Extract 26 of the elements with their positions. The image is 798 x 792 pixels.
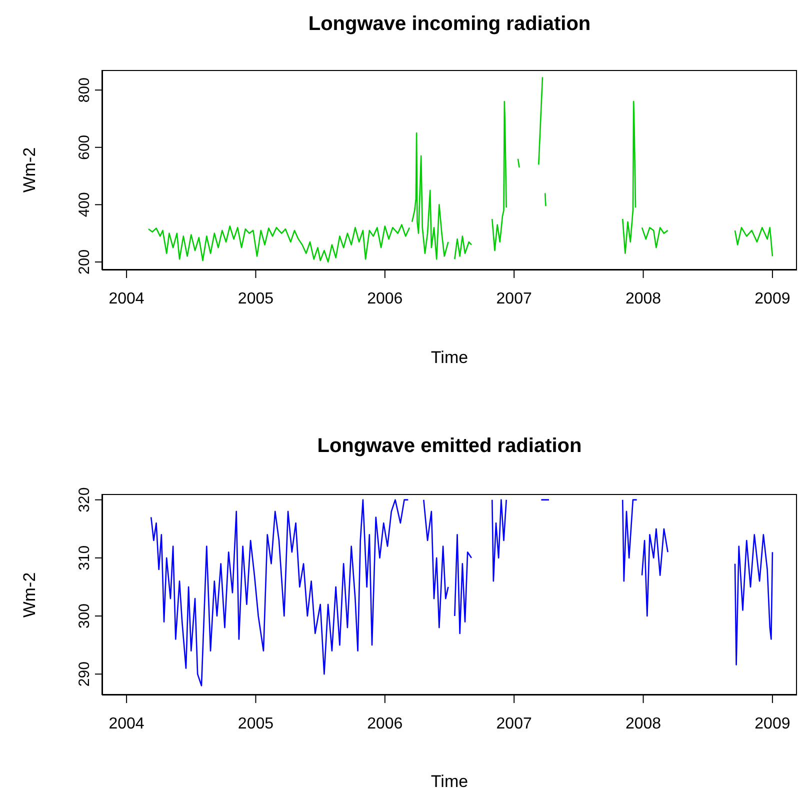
x-tick-label: 2007 <box>496 715 532 732</box>
x-axis-title: Time <box>430 772 470 792</box>
y-tick-label: 400 <box>76 192 93 218</box>
y-tick-label: 290 <box>76 662 93 687</box>
x-tick-label: 2005 <box>238 715 274 732</box>
x-tick-label: 2006 <box>367 290 403 308</box>
x-tick-label: 2008 <box>625 715 662 732</box>
y-tick-label: 800 <box>76 78 93 103</box>
y-tick-label: 600 <box>76 134 93 160</box>
x-tick-label: 2006 <box>367 715 403 732</box>
y-axis-title: Wm-2 <box>20 147 40 193</box>
x-tick-label: 2009 <box>754 290 790 308</box>
x-tick-label: 2009 <box>754 715 790 732</box>
x-tick-label: 2008 <box>625 290 662 308</box>
chart-title: Longwave emitted radiation <box>316 435 583 458</box>
y-tick-label: 310 <box>76 545 93 570</box>
y-tick-label: 320 <box>76 487 93 512</box>
y-tick-label: 300 <box>76 603 93 629</box>
y-axis-title: Wm-2 <box>20 572 40 618</box>
x-tick-label: 2004 <box>108 290 144 308</box>
x-axis-title: Time <box>430 348 470 368</box>
y-tick-label: 200 <box>76 249 93 274</box>
x-tick-label: 2007 <box>496 290 532 308</box>
x-tick-label: 2005 <box>238 290 274 308</box>
x-tick-label: 2004 <box>108 715 144 732</box>
chart-title: Longwave incoming radiation <box>307 13 592 36</box>
